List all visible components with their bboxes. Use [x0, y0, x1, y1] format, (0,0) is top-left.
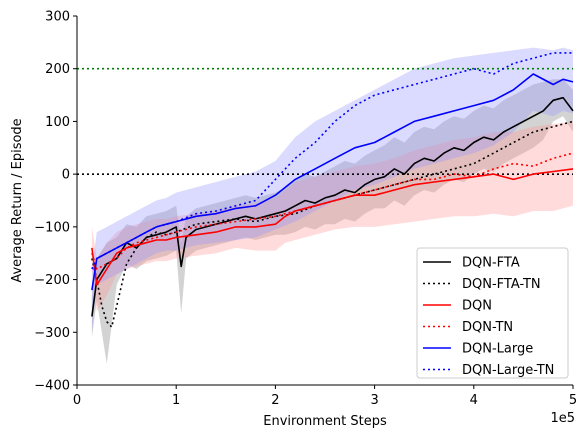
- x-tick-label: 1: [172, 393, 180, 408]
- legend-label-dqn-fta: DQN-FTA: [462, 256, 520, 271]
- x-tick-label: 5: [569, 393, 577, 408]
- y-tick-label: 0: [62, 168, 70, 183]
- legend-label-dqn-large-tn: DQN-Large-TN: [462, 363, 554, 378]
- x-tick-label: 3: [370, 393, 378, 408]
- legend-label-dqn-tn: DQN-TN: [462, 320, 513, 335]
- y-tick-label: −300: [34, 326, 70, 341]
- x-tick-label: 2: [271, 393, 279, 408]
- y-tick-label: −100: [34, 220, 70, 235]
- legend-label-dqn: DQN: [462, 299, 492, 314]
- y-axis-ticks: −400 −300 −200 −100 0 100 200 300: [34, 10, 77, 394]
- x-axis-ticks: 0 1 2 3 4 5: [73, 385, 577, 408]
- y-tick-label: 100: [45, 115, 70, 130]
- x-axis-offset-label: 1e5: [550, 411, 575, 426]
- y-tick-label: −400: [34, 379, 70, 394]
- y-tick-label: −200: [34, 273, 70, 288]
- legend: DQN-FTA DQN-FTA-TN DQN DQN-TN DQN-Large DQN-L…: [417, 248, 568, 378]
- x-axis-label: Environment Steps: [263, 414, 387, 429]
- x-tick-label: 0: [73, 393, 81, 408]
- legend-label-dqn-fta-tn: DQN-FTA-TN: [462, 277, 541, 292]
- x-tick-label: 4: [470, 393, 478, 408]
- legend-label-dqn-large: DQN-Large: [462, 342, 533, 357]
- y-axis-label: Average Return / Episode: [10, 118, 25, 282]
- y-tick-label: 300: [45, 10, 70, 25]
- y-tick-label: 200: [45, 62, 70, 77]
